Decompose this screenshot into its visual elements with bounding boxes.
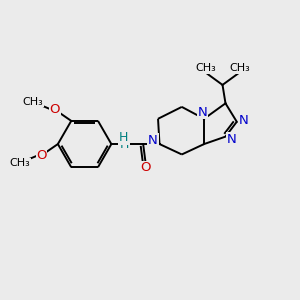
Text: O: O — [36, 149, 47, 162]
Text: N: N — [198, 106, 208, 119]
Text: O: O — [140, 161, 151, 174]
Text: CH₃: CH₃ — [23, 97, 44, 107]
Text: H: H — [119, 131, 128, 144]
Text: O: O — [50, 103, 60, 116]
Text: N: N — [238, 114, 248, 127]
Text: H: H — [120, 138, 129, 151]
Text: N: N — [227, 133, 237, 146]
Text: CH₃: CH₃ — [229, 63, 250, 73]
Text: N: N — [148, 134, 158, 147]
Text: CH₃: CH₃ — [195, 63, 216, 73]
Text: CH₃: CH₃ — [9, 158, 30, 168]
